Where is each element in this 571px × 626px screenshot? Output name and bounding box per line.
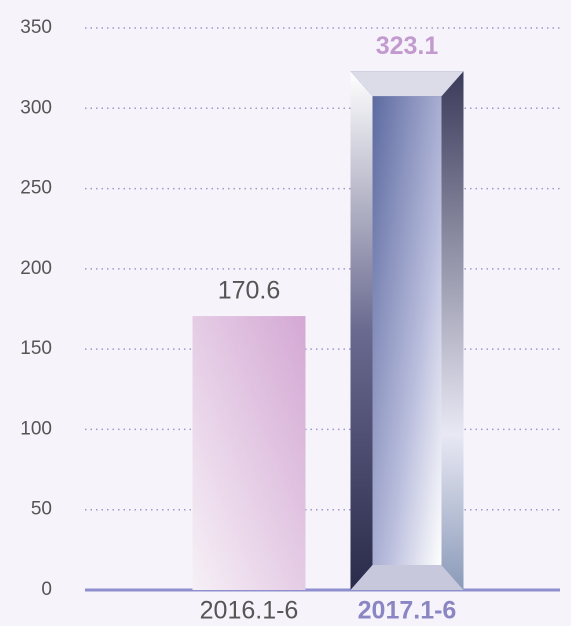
y-tick-label: 250: [20, 178, 52, 199]
y-tick-label: 150: [20, 338, 52, 359]
y-tick-label: 300: [20, 97, 52, 118]
value-label: 170.6: [218, 277, 281, 305]
y-tick-label: 50: [31, 499, 52, 520]
bar-facet: [350, 71, 464, 97]
bar-facet: [350, 71, 373, 590]
y-tick-label: 100: [20, 418, 52, 439]
bar: [192, 316, 306, 590]
bar-facet: [372, 96, 442, 565]
value-label: 323.1: [376, 32, 439, 60]
bar-facet: [441, 71, 464, 590]
x-tick-label: 2016.1-6: [200, 597, 299, 625]
y-tick-label: 0: [41, 579, 52, 600]
bar: [350, 71, 464, 590]
y-tick-label: 200: [20, 258, 52, 279]
y-tick-label: 350: [20, 17, 52, 38]
bar-facet: [350, 565, 464, 590]
x-tick-label: 2017.1-6: [358, 597, 457, 625]
